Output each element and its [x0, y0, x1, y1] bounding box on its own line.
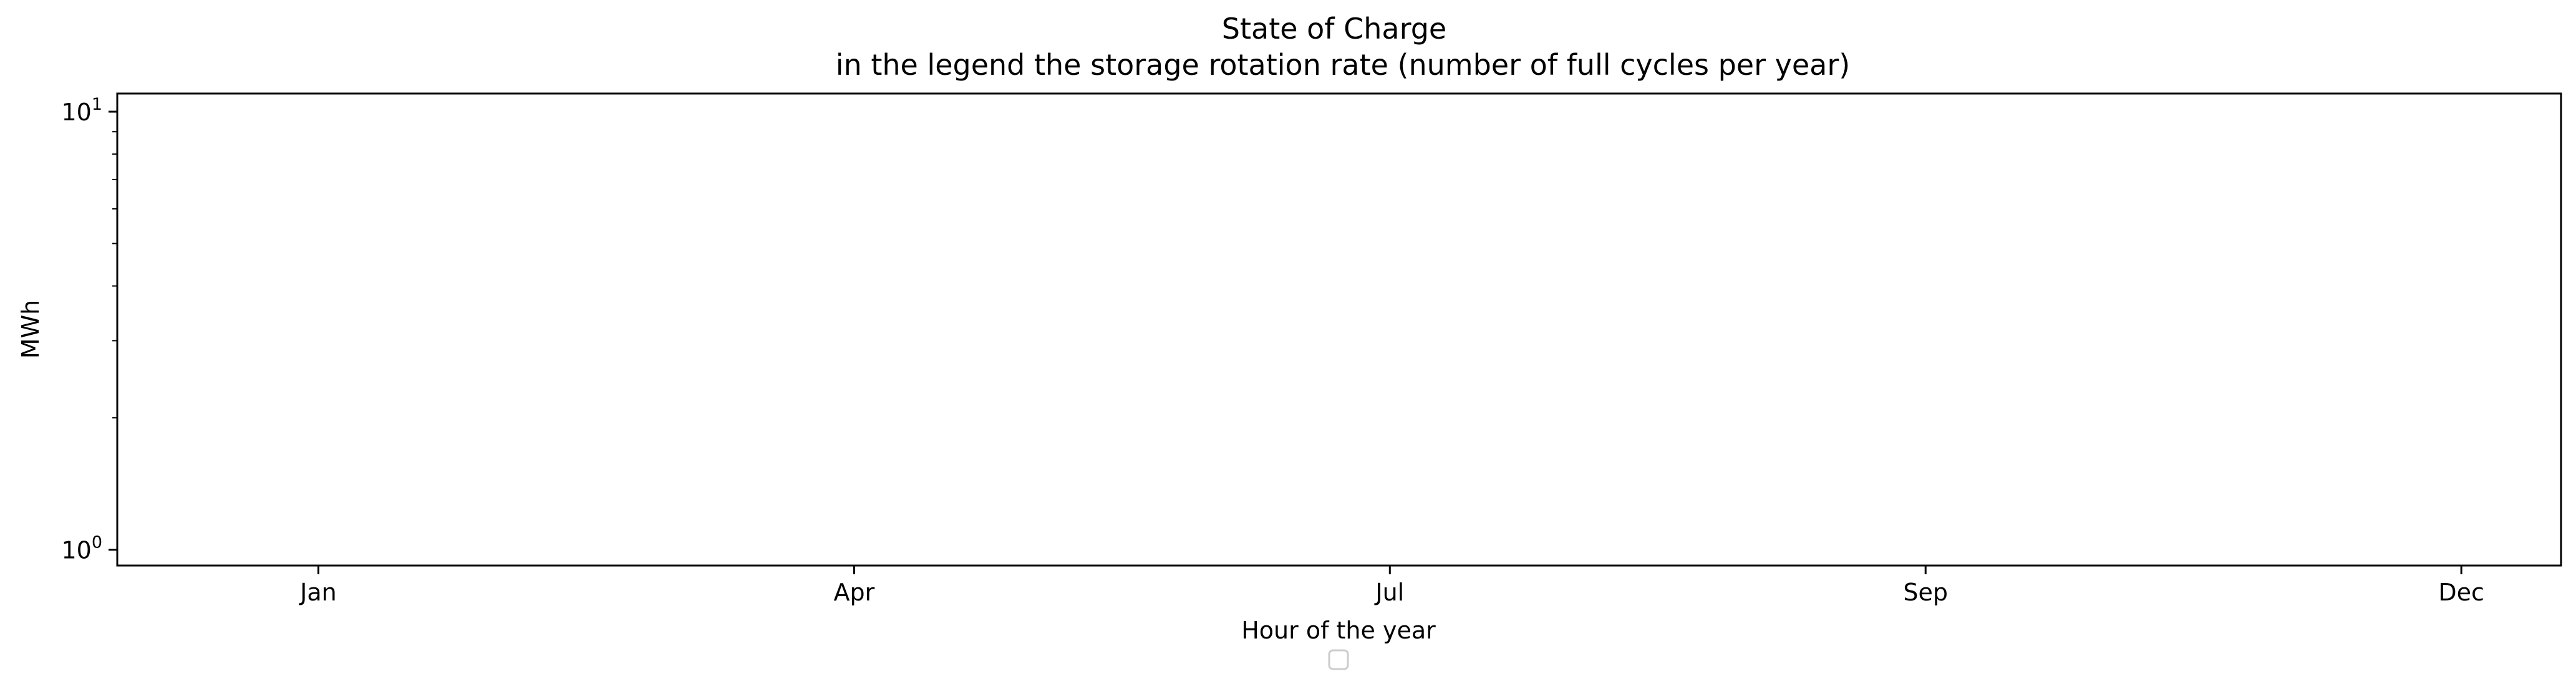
plot-area-frame — [116, 92, 2562, 567]
x-axis-label: Hour of the year — [1241, 617, 1436, 644]
y-tick-label: 100 — [61, 533, 102, 564]
y-axis-ticks: 100 101 — [61, 95, 117, 564]
x-tick-label: Apr — [834, 579, 875, 606]
x-tick-label: Jan — [299, 579, 337, 606]
chart-title: State of Charge — [1222, 12, 1446, 46]
y-tick-label: 101 — [61, 95, 102, 126]
x-tick-label: Dec — [2438, 579, 2484, 606]
chart-subtitle: in the legend the storage rotation rate … — [836, 48, 1850, 82]
x-tick-label: Jul — [1374, 579, 1404, 606]
x-axis-ticks: Jan Apr Jul Sep Dec — [299, 566, 2484, 606]
y-axis-label: MWh — [17, 300, 44, 359]
legend-box — [1328, 649, 1349, 670]
x-tick-label: Sep — [1903, 579, 1948, 606]
